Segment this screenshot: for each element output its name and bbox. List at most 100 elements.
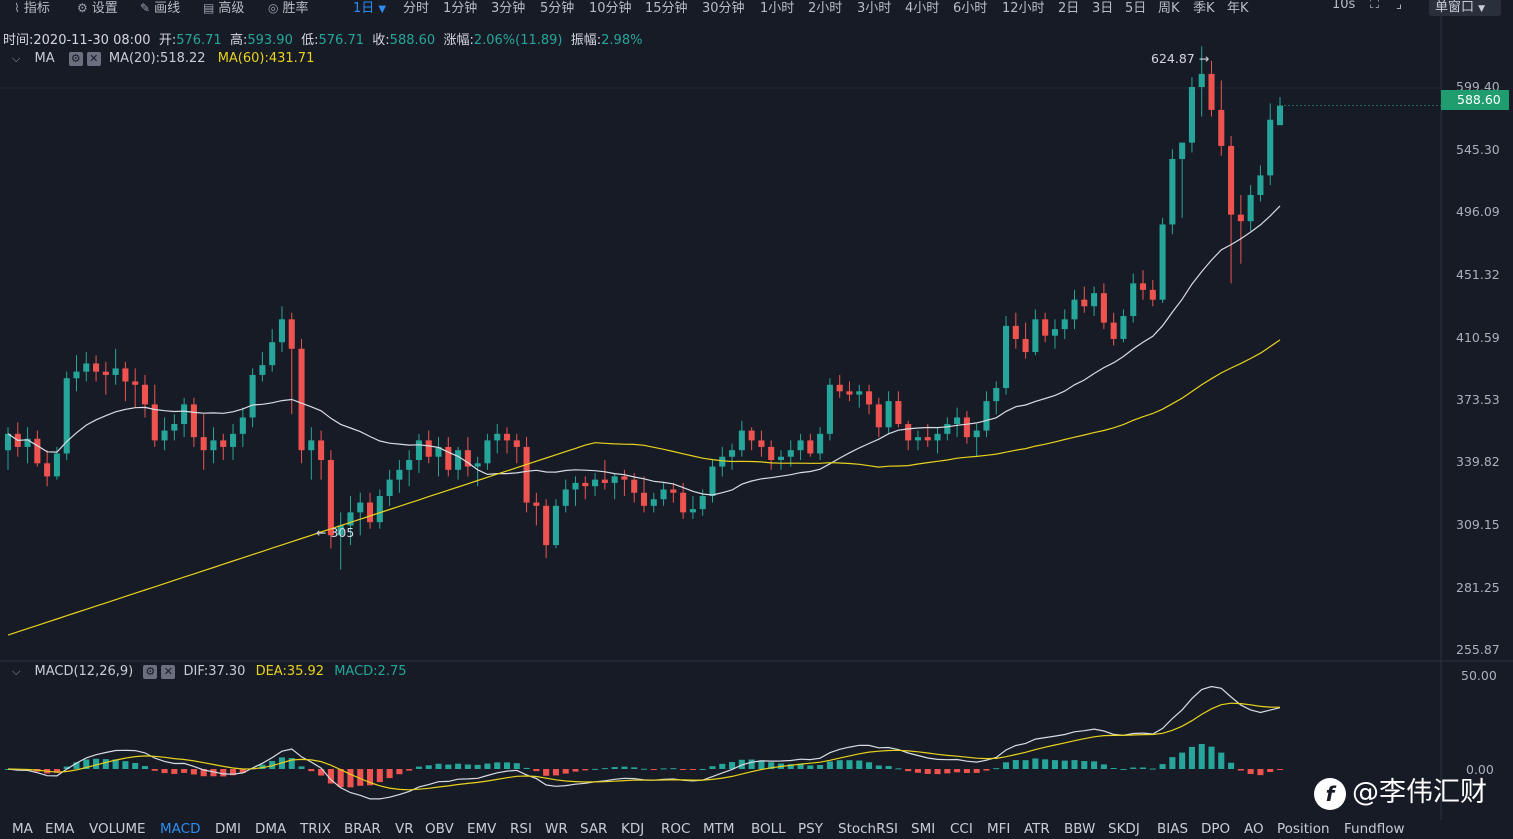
tab-timeframe[interactable]: 4小时	[905, 1, 940, 16]
winrate-tool[interactable]: ◎ 胜率	[268, 1, 309, 16]
macd-bar	[552, 769, 559, 776]
indicator-tab-vr[interactable]: VR	[395, 821, 414, 837]
chevron-down-icon: ▼	[1478, 4, 1486, 14]
indicator-tab-position[interactable]: Position	[1277, 821, 1330, 837]
macd-bar	[866, 762, 873, 769]
indicator-tab-stochrsi[interactable]: StochRSI	[838, 821, 899, 837]
indicator-tab-bbw[interactable]: BBW	[1064, 821, 1096, 837]
fullscreen-icon[interactable]: ⛶	[1370, 0, 1380, 12]
indicator-tab-dpo[interactable]: DPO	[1201, 821, 1231, 837]
candle-body	[1276, 105, 1284, 126]
tab-timeframe[interactable]: 10分钟	[589, 1, 632, 16]
indicator-tab-macd[interactable]: MACD	[160, 821, 201, 837]
low-value: 576.71	[318, 33, 365, 48]
indicator-tab-smi[interactable]: SMI	[911, 821, 936, 837]
indicator-tab-obv[interactable]: OBV	[425, 821, 454, 837]
macd-bar	[259, 764, 266, 769]
price-tick: 545.30	[1456, 142, 1500, 157]
candle-body	[905, 424, 912, 441]
indicator-tab-atr[interactable]: ATR	[1024, 821, 1050, 837]
tab-timeframe[interactable]: 6小时	[953, 1, 988, 16]
macd-bar	[455, 763, 462, 769]
tab-timeframe[interactable]: 周K	[1158, 1, 1180, 16]
indicator-tab-ma[interactable]: MA	[12, 821, 33, 837]
tab-timeframe[interactable]: 15分钟	[645, 1, 688, 16]
indicator-tool[interactable]: ⌇ 指标	[14, 1, 50, 16]
indicator-tab-psy[interactable]: PSY	[798, 821, 823, 837]
settings-tool[interactable]: ⚙ 设置	[77, 1, 118, 16]
tab-timeframe[interactable]: 3小时	[857, 1, 892, 16]
tab-timeframe[interactable]: 1分钟	[443, 1, 478, 16]
candle-body	[1061, 319, 1068, 330]
price-chart[interactable]	[0, 0, 1513, 820]
indicator-tab-mtm[interactable]: MTM	[703, 821, 735, 837]
candle-body	[611, 476, 618, 483]
indicator-tab-mfi[interactable]: MFI	[987, 821, 1011, 837]
screenshot-icon[interactable]: ⌟	[1396, 0, 1403, 12]
indicator-tab-emv[interactable]: EMV	[467, 821, 497, 837]
tab-timeframe-1d[interactable]: 1日 ▼	[353, 1, 387, 16]
tab-timeframe[interactable]: 2日	[1058, 1, 1080, 16]
indicator-tab-brar[interactable]: BRAR	[344, 821, 381, 837]
macd-bar	[122, 761, 129, 769]
window-mode-select[interactable]: 单窗口 ▼	[1429, 0, 1501, 16]
advanced-tool[interactable]: ▤ 高级	[203, 1, 245, 16]
macd-bar	[797, 764, 804, 769]
indicator-tab-volume[interactable]: VOLUME	[89, 821, 146, 837]
macd-bar	[1169, 757, 1176, 769]
tab-timeframe[interactable]: 年K	[1227, 1, 1249, 16]
candle-body	[357, 502, 364, 513]
candle-body	[425, 440, 432, 457]
tab-timeframe[interactable]: 1小时	[760, 1, 795, 16]
indicator-tab-roc[interactable]: ROC	[661, 821, 691, 837]
tab-timeframe[interactable]: 3分钟	[491, 1, 526, 16]
candle-body	[807, 440, 814, 454]
close-icon[interactable]: ✕	[161, 664, 176, 679]
candle-body	[210, 440, 217, 451]
candle-body	[220, 440, 227, 447]
candle-body	[1179, 142, 1186, 160]
indicator-tab-trix[interactable]: TRIX	[300, 821, 331, 837]
indicator-tab-rsi[interactable]: RSI	[510, 821, 532, 837]
indicator-tab-ao[interactable]: AO	[1244, 821, 1264, 837]
tab-timeframe[interactable]: 30分钟	[702, 1, 745, 16]
tab-timeframe[interactable]: 季K	[1193, 1, 1215, 16]
indicator-tab-cci[interactable]: CCI	[950, 821, 973, 837]
indicator-tab-kdj[interactable]: KDJ	[621, 821, 645, 837]
candle-body	[983, 401, 990, 431]
tab-timeframe[interactable]: 12小时	[1002, 1, 1045, 16]
macd-bar	[592, 768, 599, 770]
candle-body	[298, 348, 305, 451]
price-tick: 373.53	[1456, 392, 1500, 407]
macd-bar	[141, 766, 149, 769]
tab-timeframe[interactable]: 3日	[1092, 1, 1114, 16]
candle-body	[484, 440, 491, 464]
tab-timeframe[interactable]: 5分钟	[540, 1, 575, 16]
draw-tool[interactable]: ✎ 画线	[140, 1, 181, 16]
chevron-down-icon[interactable]: ⌵	[12, 665, 21, 678]
indicator-tab-fundflow[interactable]: Fundflow	[1344, 821, 1405, 837]
candle-body	[318, 440, 325, 461]
tab-timeframe[interactable]: 分时	[403, 1, 430, 16]
tab-timeframe[interactable]: 5日	[1125, 1, 1147, 16]
macd-bar	[699, 768, 706, 770]
close-icon[interactable]: ✕	[86, 51, 101, 66]
tab-timeframe[interactable]: 2小时	[808, 1, 843, 16]
candle-body	[1267, 119, 1274, 176]
dif-value: DIF:37.30	[183, 664, 246, 679]
price-tick: 410.59	[1456, 330, 1500, 345]
indicator-tab-boll[interactable]: BOLL	[751, 821, 786, 837]
refresh-interval[interactable]: 10s	[1332, 0, 1356, 12]
indicator-tab-dmi[interactable]: DMI	[215, 821, 242, 837]
indicator-tab-sar[interactable]: SAR	[580, 821, 608, 837]
macd-bar	[1179, 752, 1186, 769]
gear-icon[interactable]: ⚙	[68, 51, 83, 66]
indicator-tab-dma[interactable]: DMA	[255, 821, 287, 837]
indicator-tab-ema[interactable]: EMA	[45, 821, 75, 837]
chevron-down-icon[interactable]: ⌵	[12, 52, 21, 65]
indicator-tab-bias[interactable]: BIAS	[1157, 821, 1189, 837]
macd-bar	[83, 759, 90, 769]
gear-icon[interactable]: ⚙	[143, 664, 158, 679]
indicator-tab-wr[interactable]: WR	[545, 821, 568, 837]
indicator-tab-skdj[interactable]: SKDJ	[1108, 821, 1140, 837]
